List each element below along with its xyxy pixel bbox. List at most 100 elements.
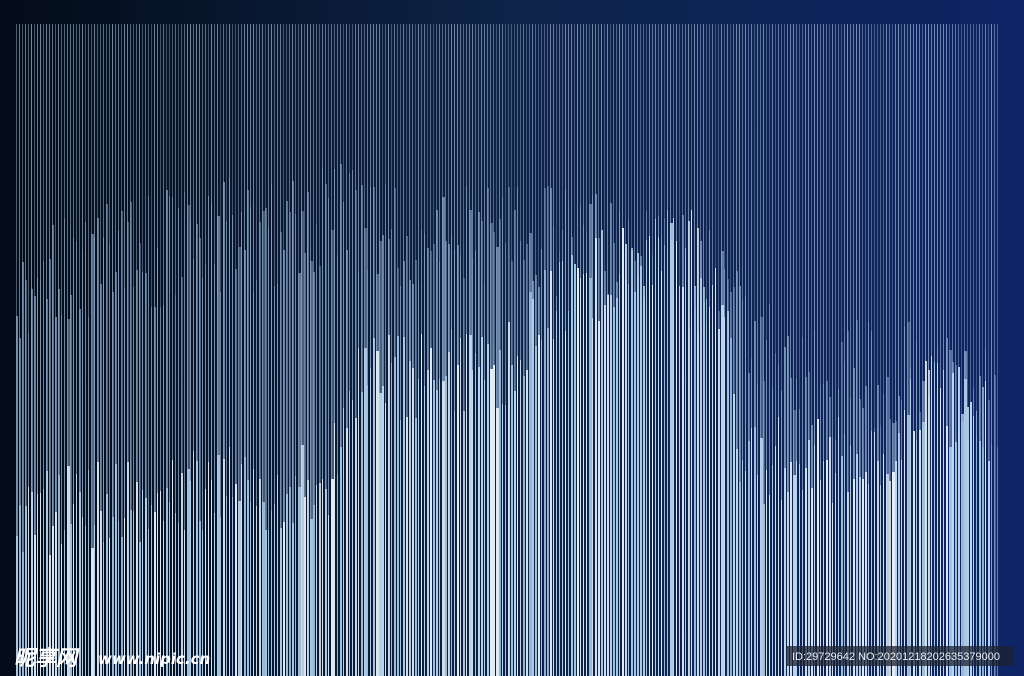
stripe [943, 24, 944, 676]
stripe [418, 24, 419, 676]
stripe [238, 501, 241, 676]
stripe [253, 469, 254, 676]
stripe [547, 328, 549, 676]
stripe [460, 338, 461, 676]
stripe [709, 307, 710, 676]
stripe [322, 479, 323, 676]
stripe [208, 196, 209, 676]
stripe [880, 24, 881, 676]
stripe [919, 24, 920, 676]
stripe [301, 24, 302, 676]
stripe [769, 495, 770, 676]
stripe [226, 496, 227, 676]
stripe [370, 368, 371, 676]
stripe [907, 415, 910, 676]
stripe [544, 270, 546, 676]
stripe [127, 222, 129, 676]
stripe [211, 480, 212, 676]
stripe [631, 248, 633, 676]
stripe [583, 274, 584, 676]
stripe [895, 461, 897, 676]
stripe [748, 24, 749, 676]
stripe [793, 24, 794, 676]
stripe [268, 530, 269, 676]
stripe [229, 447, 230, 676]
stripe [694, 286, 696, 676]
stripe [265, 208, 267, 676]
stripe [346, 428, 348, 676]
stripe [292, 181, 294, 676]
stripe [151, 307, 152, 676]
stripe [283, 250, 285, 676]
stripe [775, 446, 776, 676]
stripe [355, 418, 357, 676]
stripe [613, 307, 615, 676]
stripe [928, 370, 930, 676]
stripe [337, 255, 338, 676]
stripe [649, 236, 650, 676]
stripe [754, 427, 756, 676]
stripe [175, 24, 176, 676]
stripe [223, 182, 225, 676]
stripe [676, 241, 677, 676]
stripe [319, 266, 321, 676]
stripe [604, 305, 606, 676]
stripe [568, 311, 569, 676]
stripe [424, 386, 425, 676]
stripe [43, 261, 44, 676]
stripe [34, 535, 36, 676]
watermark-logo: 昵享网 [14, 646, 80, 670]
stripe [142, 490, 143, 676]
stripe [799, 464, 800, 676]
stripe [988, 24, 989, 676]
stripe [214, 513, 215, 676]
stripe [910, 379, 911, 676]
stripe [178, 523, 179, 676]
stripe [394, 24, 395, 676]
stripe [49, 259, 51, 676]
stripe [304, 497, 306, 676]
stripe [865, 24, 866, 676]
stripe [520, 360, 521, 676]
stripe [787, 492, 789, 676]
stripe [28, 24, 29, 676]
stripe [679, 286, 680, 676]
stripe [715, 268, 716, 676]
stripe [475, 353, 476, 676]
stripe [682, 287, 684, 676]
stripe [103, 542, 104, 676]
stripe [229, 178, 230, 676]
stripe [889, 481, 891, 676]
stripe [553, 339, 554, 676]
stripe [337, 474, 338, 676]
stripe [340, 164, 342, 676]
stripe [700, 278, 702, 676]
stripe [142, 272, 143, 676]
stripe [325, 489, 327, 676]
stripe [856, 24, 857, 676]
stripe [595, 238, 597, 676]
stripe [805, 24, 806, 676]
stripe [235, 269, 237, 676]
stripe [247, 480, 249, 676]
stripe [73, 504, 74, 676]
stripe [892, 24, 893, 676]
stripe [106, 204, 108, 676]
stripe [25, 506, 27, 676]
stripe [232, 215, 233, 676]
stripe [331, 230, 334, 676]
stripe [76, 241, 77, 676]
stripe [220, 517, 221, 676]
stripe [973, 416, 974, 676]
stripe [811, 24, 812, 676]
stripe [961, 24, 962, 676]
stripe [295, 476, 296, 676]
stripe [580, 278, 581, 676]
stripe [319, 483, 321, 676]
stripe [115, 464, 117, 676]
stripe [418, 379, 419, 676]
stripe [835, 24, 836, 676]
stripe [100, 284, 102, 676]
stripe [82, 250, 83, 676]
